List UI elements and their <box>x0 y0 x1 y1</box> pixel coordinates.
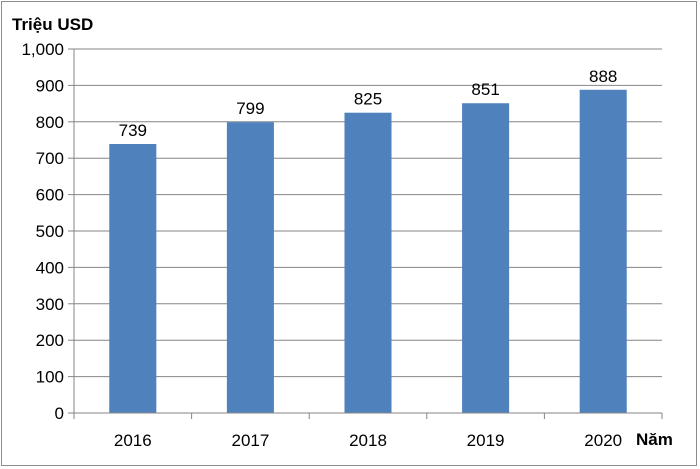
data-label-2019: 851 <box>471 80 499 99</box>
x-tick-label: 2017 <box>231 431 269 450</box>
x-tick-label: 2018 <box>349 431 387 450</box>
bar-2020 <box>579 89 627 413</box>
y-tick-label: 0 <box>55 404 64 423</box>
y-tick-label: 200 <box>36 331 64 350</box>
bars <box>109 89 627 414</box>
y-axis-ticks: 0 100 200 300 400 500 600 700 800 900 1,000 <box>21 40 74 423</box>
bar-2019 <box>462 103 510 414</box>
gridlines <box>74 48 662 378</box>
bar-2017 <box>226 122 274 413</box>
y-tick-label: 1,000 <box>21 40 64 59</box>
data-label-2020: 888 <box>589 67 617 86</box>
data-label-2018: 825 <box>354 90 382 109</box>
y-tick-label: 700 <box>36 149 64 168</box>
y-tick-label: 300 <box>36 295 64 314</box>
data-label-2017: 799 <box>236 99 264 118</box>
y-axis-title: Triệu USD <box>12 15 93 34</box>
bar-2018 <box>344 112 392 413</box>
x-axis-ticks: 2016 2017 2018 2019 2020 <box>73 413 663 450</box>
x-tick-label: 2019 <box>467 431 505 450</box>
y-tick-label: 100 <box>36 368 64 387</box>
y-tick-label: 900 <box>36 76 64 95</box>
bar-2016 <box>109 144 157 413</box>
y-tick-label: 400 <box>36 258 64 277</box>
y-tick-label: 500 <box>36 222 64 241</box>
x-tick-label: 2016 <box>114 431 152 450</box>
x-axis-title: Năm <box>636 430 673 449</box>
x-tick-label: 2020 <box>584 431 622 450</box>
y-tick-label: 800 <box>36 113 64 132</box>
data-labels: 739 799 825 851 888 <box>119 67 618 140</box>
y-tick-label: 600 <box>36 186 64 205</box>
data-label-2016: 739 <box>119 121 147 140</box>
